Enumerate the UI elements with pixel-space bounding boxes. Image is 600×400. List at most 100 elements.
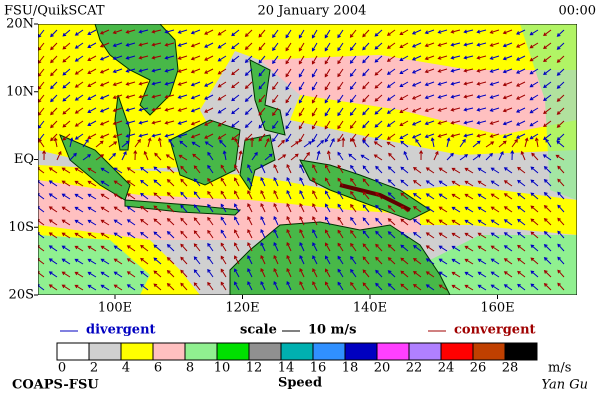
wind-arrow bbox=[413, 232, 422, 239]
wind-arrow bbox=[140, 283, 149, 291]
wind-arrow bbox=[464, 219, 474, 226]
wind-arrow bbox=[87, 219, 97, 226]
wind-arrow bbox=[140, 270, 149, 278]
wind-arrow bbox=[437, 81, 448, 86]
wind-arrow bbox=[399, 55, 409, 62]
wind-arrow bbox=[164, 120, 175, 125]
wind-arrow bbox=[99, 42, 110, 48]
wind-arrow bbox=[472, 140, 481, 148]
wind-arrow bbox=[258, 68, 266, 77]
wind-arrow bbox=[299, 255, 305, 265]
wind-arrow bbox=[147, 137, 152, 148]
wind-arrow bbox=[543, 231, 552, 239]
wind-arrow bbox=[477, 271, 487, 278]
wind-arrow bbox=[74, 284, 84, 291]
wind-arrow bbox=[62, 94, 71, 102]
wind-arrow bbox=[95, 140, 104, 148]
wind-arrow bbox=[542, 154, 552, 161]
wind-arrow bbox=[166, 270, 175, 278]
wind-arrow bbox=[74, 81, 84, 88]
wind-arrow bbox=[140, 257, 149, 265]
wind-arrow bbox=[87, 206, 97, 213]
wind-arrow bbox=[324, 164, 331, 174]
wind-arrow bbox=[177, 55, 188, 60]
wind-arrow bbox=[464, 206, 474, 213]
wind-arrow bbox=[543, 81, 552, 89]
wind-arrow bbox=[50, 55, 58, 64]
wind-arrow bbox=[362, 243, 370, 252]
wind-arrow bbox=[413, 219, 422, 226]
wind-arrow bbox=[424, 55, 435, 61]
wind-arrow bbox=[285, 42, 292, 52]
wind-arrow bbox=[247, 203, 253, 213]
wind-arrow bbox=[264, 137, 270, 148]
wind-arrow bbox=[153, 244, 162, 252]
wind-arrow bbox=[260, 254, 266, 265]
color-box bbox=[120, 342, 154, 361]
wind-arrow bbox=[217, 120, 227, 127]
wind-arrow bbox=[490, 180, 500, 187]
wind-arrow bbox=[180, 191, 188, 200]
wind-arrow bbox=[362, 81, 370, 90]
wind-arrow bbox=[125, 133, 136, 138]
legend-scale-value: 10 m/s bbox=[308, 323, 356, 338]
wind-arrow bbox=[349, 68, 357, 77]
wind-arrow bbox=[100, 245, 110, 252]
wind-arrow bbox=[413, 167, 422, 174]
wind-arrow bbox=[113, 193, 123, 200]
wind-arrow bbox=[424, 29, 435, 35]
wind-arrow bbox=[204, 120, 214, 126]
wind-arrow bbox=[400, 192, 409, 200]
wind-arrow bbox=[190, 55, 201, 61]
wind-arrow bbox=[177, 94, 188, 99]
wind-arrow bbox=[337, 281, 344, 291]
wind-arrow bbox=[138, 94, 149, 99]
wind-arrow bbox=[298, 94, 305, 104]
wind-arrow bbox=[438, 180, 448, 187]
wind-arrow bbox=[400, 179, 409, 187]
speed-field bbox=[430, 235, 577, 295]
wind-arrow bbox=[374, 55, 383, 63]
wind-arrow bbox=[312, 177, 318, 187]
wind-arrow bbox=[530, 257, 539, 265]
wind-arrow bbox=[425, 167, 435, 174]
wind-arrow bbox=[220, 203, 227, 213]
wind-arrow bbox=[425, 284, 435, 291]
wind-arrow bbox=[99, 29, 110, 35]
wind-arrow bbox=[463, 29, 474, 34]
wind-arrow bbox=[543, 270, 552, 278]
wind-arrow bbox=[153, 166, 162, 174]
color-box bbox=[216, 342, 250, 361]
wind-arrow bbox=[231, 107, 240, 115]
wind-arrow bbox=[112, 107, 123, 113]
wind-arrow bbox=[217, 29, 227, 36]
wind-arrow bbox=[424, 107, 435, 113]
wind-arrow bbox=[272, 29, 279, 39]
wind-arrow bbox=[503, 284, 513, 291]
wind-arrow bbox=[424, 68, 435, 74]
wind-arrow bbox=[529, 107, 539, 114]
wind-arrow bbox=[217, 81, 227, 88]
wind-arrow bbox=[437, 94, 448, 99]
wind-arrow bbox=[299, 229, 305, 239]
wind-arrow bbox=[413, 284, 422, 291]
wind-arrow bbox=[477, 167, 487, 174]
wind-arrow bbox=[502, 133, 513, 139]
wind-arrow bbox=[362, 269, 370, 278]
wind-arrow bbox=[151, 42, 162, 47]
wind-arrow bbox=[298, 81, 305, 91]
wind-arrow bbox=[490, 232, 500, 239]
wind-arrow bbox=[62, 120, 71, 128]
wind-arrow bbox=[463, 81, 474, 86]
wind-arrow bbox=[74, 167, 84, 174]
wind-arrow bbox=[273, 202, 279, 213]
wind-arrow bbox=[207, 255, 214, 265]
wind-arrow bbox=[529, 29, 539, 36]
wind-arrow bbox=[337, 203, 344, 213]
wind-arrow bbox=[286, 189, 292, 200]
wind-arrow bbox=[207, 229, 214, 239]
legend: divergent scale 10 m/s convergent bbox=[60, 323, 536, 338]
wind-arrow bbox=[285, 133, 292, 143]
wind-arrow bbox=[217, 133, 227, 140]
wind-arrow bbox=[337, 42, 344, 52]
